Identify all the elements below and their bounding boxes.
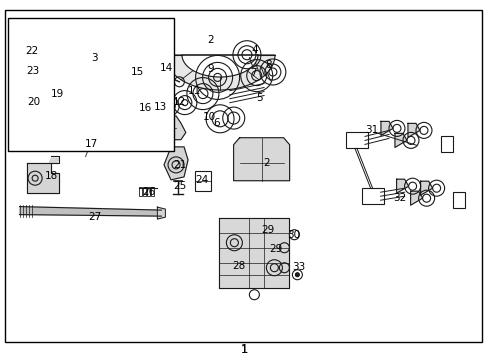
Text: 20: 20 [28, 96, 41, 107]
Text: 4: 4 [250, 45, 257, 55]
Text: 31: 31 [364, 125, 378, 135]
Text: 15: 15 [131, 67, 144, 77]
Bar [452, 192, 464, 208]
Polygon shape [27, 163, 59, 193]
Circle shape [295, 273, 299, 277]
Text: 30: 30 [286, 230, 299, 240]
Bar [37, 65, 51, 77]
Text: 1: 1 [241, 345, 247, 355]
Text: 27: 27 [88, 212, 102, 222]
Bar [29, 97, 32, 105]
Bar [37, 97, 40, 105]
Text: 13: 13 [153, 102, 167, 112]
Bar [361, 188, 383, 204]
Text: 8: 8 [265, 60, 272, 70]
Polygon shape [407, 123, 419, 138]
Text: 32: 32 [392, 193, 406, 203]
Polygon shape [410, 191, 422, 205]
Text: 14: 14 [159, 63, 173, 73]
Text: 33: 33 [292, 262, 305, 272]
Text: 24: 24 [195, 175, 208, 185]
Text: 17: 17 [84, 139, 98, 149]
Polygon shape [163, 147, 188, 180]
Text: 25: 25 [173, 181, 186, 192]
Bar [139, 187, 142, 196]
Bar [346, 132, 367, 148]
Polygon shape [233, 138, 289, 181]
Polygon shape [157, 207, 165, 219]
Polygon shape [20, 207, 161, 216]
Polygon shape [49, 158, 59, 163]
Text: 16: 16 [138, 103, 152, 113]
Polygon shape [396, 179, 408, 193]
Bar [143, 187, 146, 196]
Text: 28: 28 [231, 261, 245, 271]
Text: 29: 29 [269, 244, 283, 254]
Bar [8, 18, 173, 151]
Text: 2: 2 [206, 35, 213, 45]
Bar [441, 136, 452, 152]
Polygon shape [164, 55, 274, 90]
Text: 12: 12 [172, 96, 186, 107]
Text: 22: 22 [25, 46, 39, 56]
Text: 3: 3 [91, 53, 98, 63]
Text: 10: 10 [203, 112, 215, 122]
Polygon shape [46, 38, 71, 56]
Bar [33, 97, 36, 105]
Text: 18: 18 [44, 171, 58, 181]
Text: 2: 2 [263, 158, 269, 168]
Circle shape [78, 43, 81, 47]
Bar [147, 187, 150, 196]
Polygon shape [420, 181, 432, 195]
Text: 7: 7 [249, 68, 256, 78]
Text: 11: 11 [187, 86, 201, 96]
Bar [195, 171, 210, 191]
Bar [151, 187, 154, 196]
Polygon shape [132, 116, 185, 140]
Text: 21: 21 [173, 160, 186, 170]
Bar [41, 97, 44, 105]
Text: 5: 5 [255, 93, 262, 103]
Polygon shape [130, 55, 164, 80]
Text: 6: 6 [213, 118, 220, 128]
Polygon shape [394, 134, 406, 147]
Text: 1: 1 [240, 343, 248, 356]
Polygon shape [380, 121, 392, 135]
Text: 29: 29 [261, 225, 274, 235]
Text: 23: 23 [26, 66, 40, 76]
Text: 26: 26 [142, 187, 156, 197]
Bar [20, 35, 48, 66]
Text: 19: 19 [51, 89, 64, 99]
Polygon shape [219, 218, 289, 288]
Text: 9: 9 [206, 64, 213, 74]
Circle shape [74, 48, 78, 52]
